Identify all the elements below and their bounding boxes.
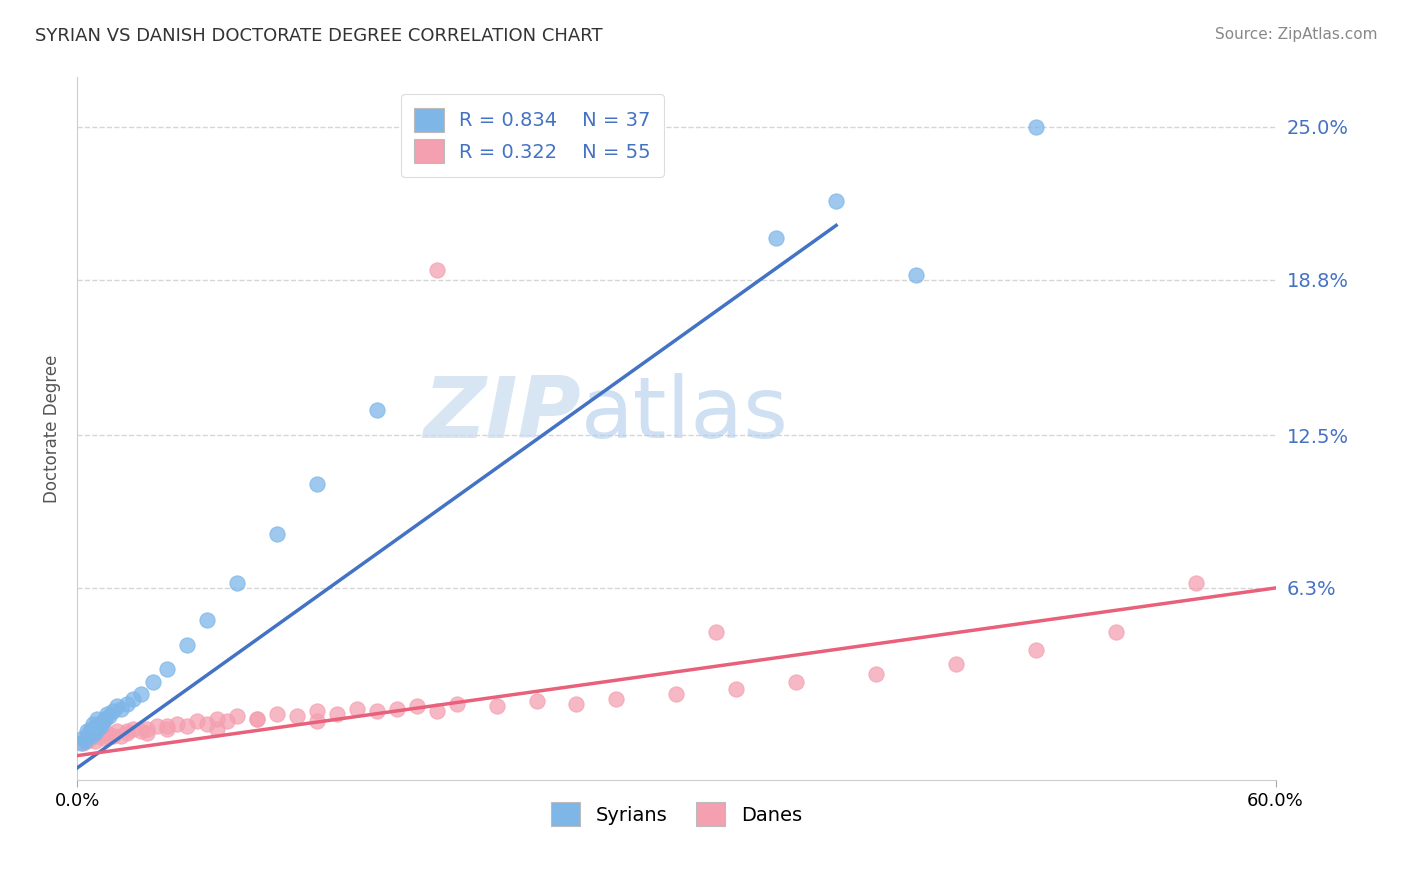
Point [305,704,328,718]
Point [94,712,117,726]
Point [70,736,93,750]
Point [90,719,112,733]
Point [115,723,138,738]
Point [865,667,887,681]
Point [96,726,118,740]
Point [146,719,169,733]
Point [80,722,103,736]
Point [156,722,179,736]
Point [266,706,288,721]
Point [84,726,107,740]
Point [446,697,468,711]
Point [485,699,508,714]
Text: atlas: atlas [581,374,789,457]
Point [76,734,98,748]
Point [366,403,388,417]
Point [122,692,145,706]
Point [129,687,152,701]
Point [101,729,124,743]
Point [142,674,165,689]
Point [526,694,548,708]
Point [176,638,198,652]
Point [84,734,107,748]
Point [76,723,98,738]
Point [905,268,928,282]
Point [1025,642,1047,657]
Point [326,706,349,721]
Point [825,194,848,208]
Point [195,613,218,627]
Point [205,722,228,736]
Point [75,734,97,748]
Point [605,692,627,706]
Point [156,662,179,676]
Point [305,477,328,491]
Point [195,716,218,731]
Point [765,231,787,245]
Point [82,723,104,738]
Point [266,526,288,541]
Point [80,729,103,743]
Point [176,719,198,733]
Point [704,625,727,640]
Point [785,674,807,689]
Point [110,702,132,716]
Point [346,702,368,716]
Point [72,731,94,746]
Point [96,706,118,721]
Point [366,704,388,718]
Point [1025,120,1047,134]
Point [665,687,688,701]
Point [98,709,121,723]
Point [565,697,588,711]
Point [205,712,228,726]
Point [87,716,110,731]
Point [72,736,94,750]
Point [305,714,328,728]
Point [115,726,138,740]
Point [87,729,110,743]
Point [86,722,108,736]
Point [225,576,247,591]
Point [80,731,103,746]
Point [77,726,100,740]
Point [101,704,124,718]
Point [105,723,128,738]
Point [426,704,449,718]
Point [136,722,159,736]
Point [186,714,208,728]
Point [246,712,269,726]
Point [215,714,238,728]
Point [110,729,132,743]
Point [945,657,967,672]
Point [385,702,408,716]
Point [285,709,308,723]
Y-axis label: Doctorate Degree: Doctorate Degree [44,355,60,503]
Point [225,709,247,723]
Text: SYRIAN VS DANISH DOCTORATE DEGREE CORRELATION CHART: SYRIAN VS DANISH DOCTORATE DEGREE CORREL… [35,27,603,45]
Point [115,697,138,711]
Point [136,726,159,740]
Point [91,714,114,728]
Point [82,716,104,731]
Point [96,729,118,743]
Legend: Syrians, Danes: Syrians, Danes [543,795,810,834]
Point [105,699,128,714]
Text: Source: ZipAtlas.com: Source: ZipAtlas.com [1215,27,1378,42]
Point [129,723,152,738]
Point [76,729,98,743]
Point [166,716,188,731]
Point [426,262,449,277]
Point [246,712,269,726]
Point [91,731,114,746]
Point [1184,576,1206,591]
Text: ZIP: ZIP [423,374,581,457]
Point [86,712,108,726]
Point [156,719,179,733]
Point [405,699,427,714]
Point [122,722,145,736]
Point [1105,625,1128,640]
Point [725,681,748,696]
